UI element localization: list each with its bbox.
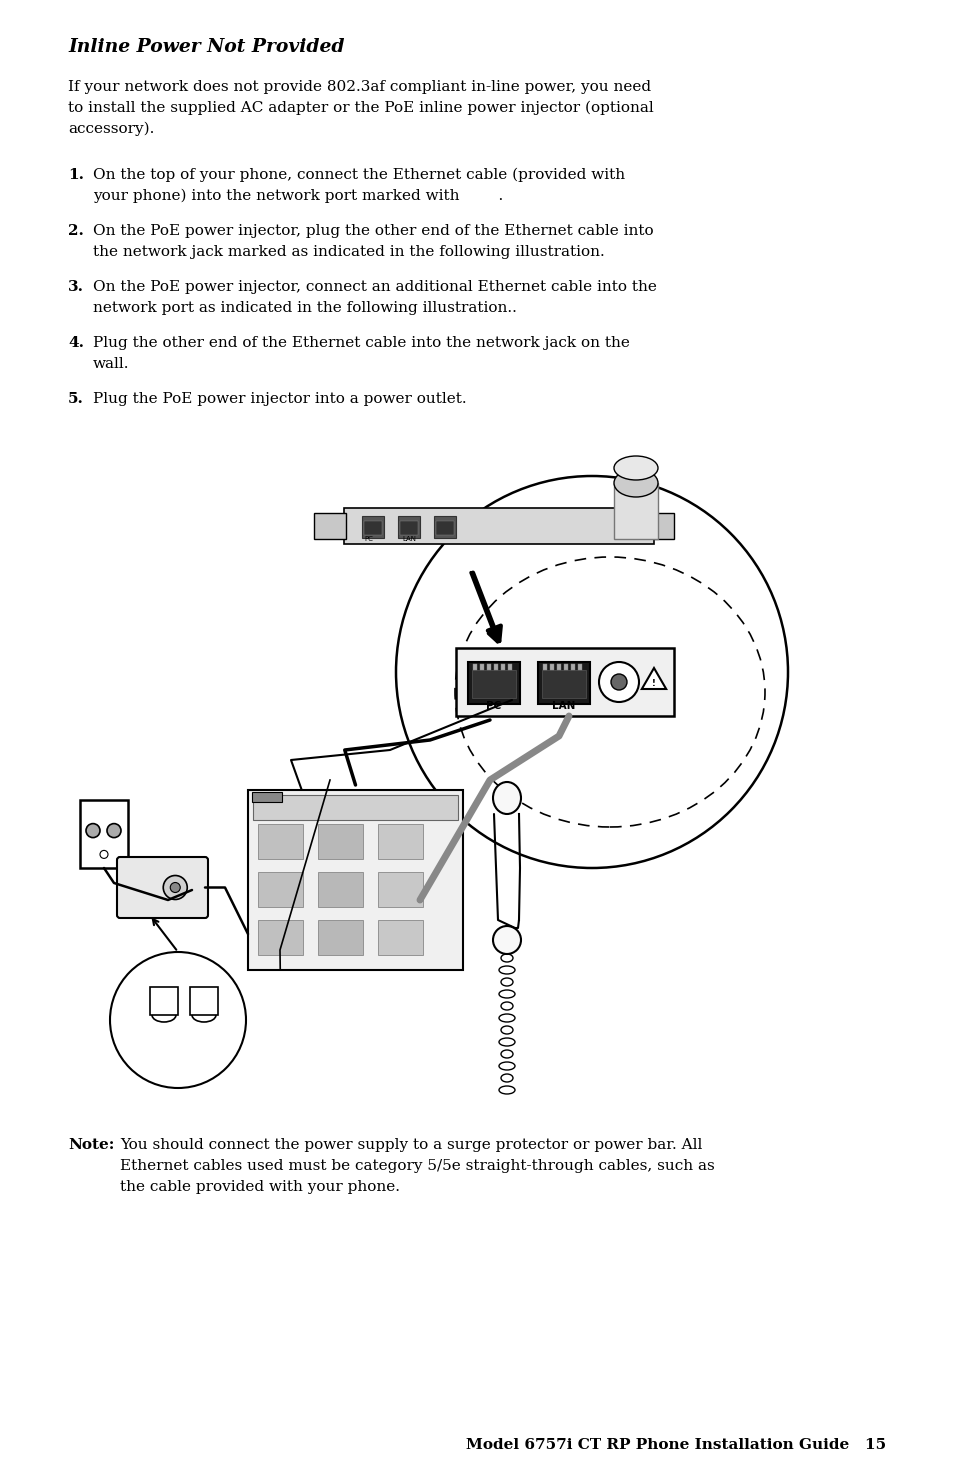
Text: to install the supplied AC adapter or the PoE inline power injector (optional: to install the supplied AC adapter or th… [68, 100, 653, 115]
FancyBboxPatch shape [248, 791, 462, 971]
FancyBboxPatch shape [571, 664, 575, 670]
Text: If your network does not provide 802.3af compliant in-line power, you need: If your network does not provide 802.3af… [68, 80, 651, 94]
Text: 3.: 3. [68, 280, 84, 294]
FancyBboxPatch shape [317, 872, 363, 907]
FancyBboxPatch shape [377, 872, 422, 907]
FancyBboxPatch shape [468, 662, 519, 704]
FancyBboxPatch shape [541, 670, 585, 698]
Text: your phone) into the network port marked with        .: your phone) into the network port marked… [92, 189, 503, 204]
FancyBboxPatch shape [364, 521, 381, 535]
Text: LAN: LAN [401, 535, 416, 541]
FancyBboxPatch shape [494, 664, 497, 670]
Text: 2.: 2. [68, 224, 84, 237]
Circle shape [163, 876, 187, 900]
FancyBboxPatch shape [479, 664, 483, 670]
FancyBboxPatch shape [117, 857, 208, 917]
FancyBboxPatch shape [257, 920, 303, 954]
FancyBboxPatch shape [317, 825, 363, 858]
Text: On the PoE power injector, connect an additional Ethernet cable into the: On the PoE power injector, connect an ad… [92, 280, 657, 294]
Text: wall.: wall. [92, 357, 130, 372]
Text: On the PoE power injector, plug the other end of the Ethernet cable into: On the PoE power injector, plug the othe… [92, 224, 653, 237]
FancyBboxPatch shape [434, 516, 456, 538]
FancyBboxPatch shape [436, 521, 454, 535]
Circle shape [170, 882, 180, 892]
Ellipse shape [493, 926, 520, 954]
Circle shape [100, 851, 108, 858]
FancyBboxPatch shape [344, 507, 654, 544]
FancyBboxPatch shape [257, 872, 303, 907]
Text: PC: PC [364, 535, 373, 541]
FancyBboxPatch shape [557, 664, 560, 670]
Text: network port as indicated in the following illustration..: network port as indicated in the followi… [92, 301, 517, 316]
FancyBboxPatch shape [550, 664, 554, 670]
Text: You should connect the power supply to a surge protector or power bar. All: You should connect the power supply to a… [120, 1139, 701, 1152]
FancyBboxPatch shape [472, 670, 516, 698]
FancyBboxPatch shape [252, 792, 282, 802]
FancyBboxPatch shape [80, 799, 128, 867]
Text: LAN: LAN [552, 701, 575, 711]
Text: Model 6757i CT RP Phone Installation Guide   15: Model 6757i CT RP Phone Installation Gui… [465, 1438, 885, 1451]
Polygon shape [641, 668, 665, 689]
Circle shape [86, 823, 100, 838]
Text: 1.: 1. [68, 168, 84, 181]
FancyBboxPatch shape [507, 664, 512, 670]
Text: Plug the PoE power injector into a power outlet.: Plug the PoE power injector into a power… [92, 392, 466, 406]
Text: Ethernet cables used must be category 5/5e straight-through cables, such as: Ethernet cables used must be category 5/… [120, 1159, 714, 1173]
FancyBboxPatch shape [361, 516, 384, 538]
Text: Plug the other end of the Ethernet cable into the network jack on the: Plug the other end of the Ethernet cable… [92, 336, 629, 350]
Text: the network jack marked as indicated in the following illustration.: the network jack marked as indicated in … [92, 245, 604, 260]
Circle shape [610, 674, 626, 690]
Circle shape [107, 823, 121, 838]
FancyBboxPatch shape [314, 513, 346, 538]
Text: !: ! [652, 680, 656, 689]
FancyBboxPatch shape [578, 664, 581, 670]
Text: On the top of your phone, connect the Ethernet cable (provided with: On the top of your phone, connect the Et… [92, 168, 624, 183]
FancyBboxPatch shape [190, 987, 218, 1015]
FancyBboxPatch shape [377, 920, 422, 954]
Ellipse shape [493, 782, 520, 814]
FancyBboxPatch shape [473, 664, 476, 670]
FancyBboxPatch shape [456, 648, 673, 715]
FancyBboxPatch shape [257, 825, 303, 858]
Text: Inline Power Not Provided: Inline Power Not Provided [68, 38, 344, 56]
FancyBboxPatch shape [542, 664, 546, 670]
Circle shape [598, 662, 639, 702]
FancyBboxPatch shape [500, 664, 504, 670]
Text: Note:: Note: [68, 1139, 114, 1152]
FancyBboxPatch shape [563, 664, 567, 670]
Text: accessory).: accessory). [68, 122, 154, 136]
Text: 5.: 5. [68, 392, 84, 406]
Ellipse shape [614, 456, 658, 479]
Ellipse shape [614, 469, 658, 497]
FancyBboxPatch shape [654, 513, 673, 538]
FancyBboxPatch shape [537, 662, 589, 704]
Text: 4.: 4. [68, 336, 84, 350]
FancyBboxPatch shape [377, 825, 422, 858]
FancyBboxPatch shape [397, 516, 419, 538]
FancyBboxPatch shape [399, 521, 417, 535]
Text: the cable provided with your phone.: the cable provided with your phone. [120, 1180, 399, 1193]
Text: PC: PC [486, 701, 501, 711]
FancyBboxPatch shape [253, 795, 457, 820]
FancyBboxPatch shape [486, 664, 491, 670]
FancyBboxPatch shape [317, 920, 363, 954]
FancyBboxPatch shape [150, 987, 178, 1015]
FancyBboxPatch shape [614, 482, 658, 538]
